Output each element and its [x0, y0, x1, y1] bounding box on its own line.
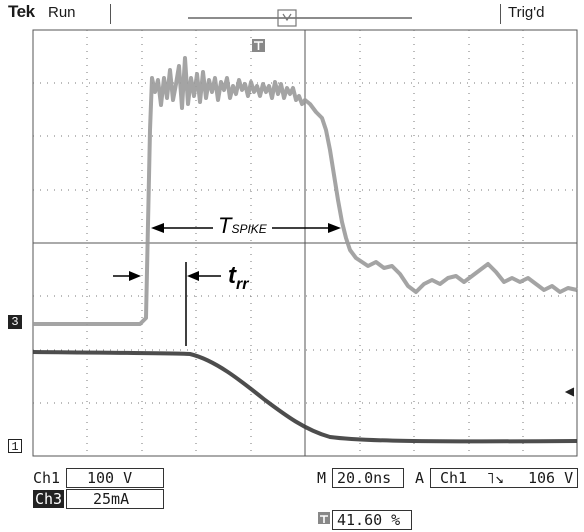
trr-label: trr [228, 262, 249, 293]
trigger-slope-icon: ˥↘ [486, 469, 505, 487]
header-divider-right [500, 4, 501, 24]
header-divider-left [110, 4, 111, 24]
tspike-annotation [151, 223, 341, 233]
ch1-ground-marker: 1 [8, 439, 22, 454]
trigger-source: Ch1 [440, 469, 468, 487]
timebase-label: M [317, 469, 327, 487]
ch1-label: Ch1 [33, 469, 61, 487]
ch3-trace [33, 56, 578, 326]
record-position-bar [188, 9, 412, 27]
trr-label-main: t [228, 262, 236, 289]
trigger-level: 106 V [528, 469, 574, 487]
ch3-scale: 25mA [66, 489, 164, 509]
trigger-state: Trig'd [508, 4, 545, 21]
ch1-trace [32, 350, 578, 444]
trigger-level-arrow [564, 387, 575, 397]
trigger-position: 41.60 % [332, 510, 412, 530]
trr-annotation [113, 262, 221, 346]
oscilloscope-display [32, 29, 578, 457]
trigger-mode: A [415, 469, 425, 487]
ch3-ground-marker: 3 [8, 315, 22, 329]
tspike-label: TSPIKE [218, 213, 267, 239]
run-state: Run [48, 4, 76, 21]
trigger-position-icon [318, 512, 330, 524]
trigger-position-marker [252, 39, 265, 52]
brand-logo: Tek [8, 2, 35, 21]
ch3-label: Ch3 [33, 490, 65, 508]
trr-label-sub: rr [236, 276, 249, 293]
graticule [32, 29, 578, 457]
tspike-label-main: T [218, 213, 232, 238]
timebase-value: 20.0ns [332, 468, 404, 488]
trigger-readout [430, 468, 578, 488]
ch1-scale: 100 V [66, 468, 164, 488]
tspike-label-sub: SPIKE [231, 222, 267, 236]
